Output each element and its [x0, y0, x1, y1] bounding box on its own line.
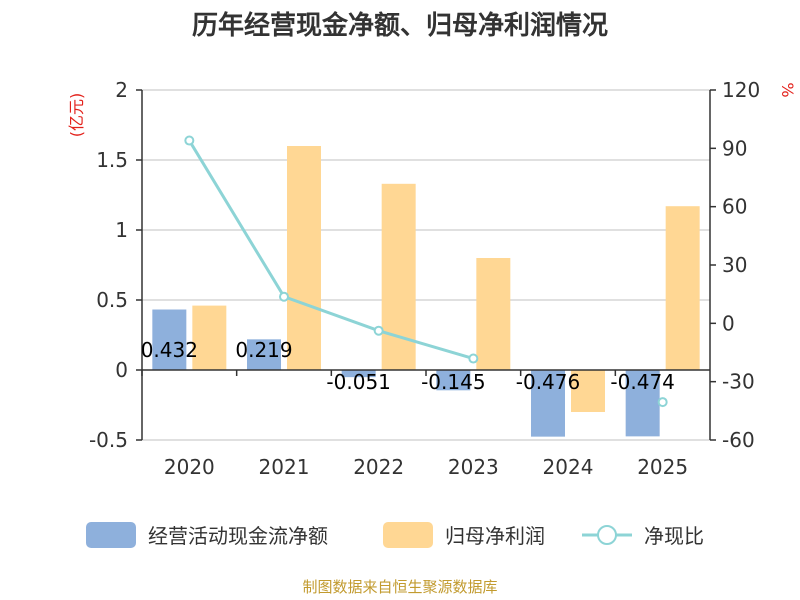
x-tick-label: 2022: [353, 455, 404, 479]
axes: -0.5 0 0.5 1 1.5 2 -60 -30 0 30 60 90 120 2020 2021 202…: [89, 78, 760, 479]
x-tick-label: 2023: [448, 455, 499, 479]
ratio-line: [188, 139, 474, 360]
x-tick-label: 2020: [164, 455, 215, 479]
cashflow-value-label: -0.476: [516, 370, 580, 394]
ratio-point: [468, 353, 479, 364]
bar-cashflow: [152, 309, 187, 370]
right-tick-label: 60: [722, 195, 747, 219]
ratio-point: [373, 325, 384, 336]
legend-marker: [597, 525, 617, 545]
left-axis-unit: (亿元): [67, 93, 86, 138]
grid-lines: [142, 89, 710, 441]
bar-netprofit: [381, 183, 416, 370]
ratio-point: [184, 135, 195, 146]
bar-cashflow: [625, 370, 660, 437]
data-labels: 0.432 0.219 -0.051 -0.145 -0.476 -0.474: [141, 338, 675, 394]
data-source: 制图数据来自恒生聚源数据库: [302, 578, 497, 596]
x-tick-label: 2021: [259, 455, 310, 479]
right-tick-label: 0: [722, 311, 735, 335]
bar-series: [152, 146, 700, 437]
left-tick-label: -0.5: [89, 428, 128, 452]
legend-label: 净现比: [644, 524, 704, 548]
left-tick-label: 1.5: [96, 148, 128, 172]
cashflow-value-label: -0.474: [610, 370, 674, 394]
bar-netprofit: [571, 370, 605, 412]
bar-netprofit: [665, 206, 700, 370]
bar-netprofit: [476, 258, 511, 370]
ratio-point: [657, 397, 668, 408]
left-tick-label: 0: [115, 358, 128, 382]
chart-title: 历年经营现金净额、归母净利润情况: [192, 10, 608, 41]
cashflow-value-label: -0.051: [326, 370, 390, 394]
left-tick-label: 2: [115, 78, 128, 102]
left-tick-label: 0.5: [96, 288, 128, 312]
right-tick-label: 90: [722, 136, 747, 160]
right-axis-unit: %: [778, 82, 797, 97]
bar-cashflow: [436, 370, 471, 391]
right-tick-label: 120: [722, 78, 760, 102]
right-tick-label: 30: [722, 253, 747, 277]
bar-netprofit: [192, 305, 227, 370]
right-tick-label: -60: [722, 428, 755, 452]
left-tick-label: 1: [115, 218, 128, 242]
legend-swatch: [383, 522, 433, 548]
legend: 经营活动现金流净额 归母净利润 净现比: [86, 522, 704, 548]
bar-netprofit: [287, 146, 321, 370]
legend-label: 归母净利润: [445, 524, 545, 548]
ratio-point: [279, 291, 289, 302]
x-tick-label: 2024: [543, 455, 594, 479]
bar-cashflow: [531, 370, 565, 437]
line-series: [184, 135, 668, 408]
bar-cashflow: [247, 339, 281, 370]
cashflow-value-label: 0.219: [235, 338, 292, 362]
cashflow-value-label: -0.145: [421, 370, 485, 394]
legend-swatch: [86, 522, 136, 548]
legend-label: 经营活动现金流净额: [148, 524, 328, 548]
right-tick-label: -30: [722, 370, 755, 394]
x-tick-label: 2025: [637, 455, 688, 479]
cashflow-value-label: 0.432: [141, 338, 198, 362]
bar-cashflow: [341, 370, 376, 378]
